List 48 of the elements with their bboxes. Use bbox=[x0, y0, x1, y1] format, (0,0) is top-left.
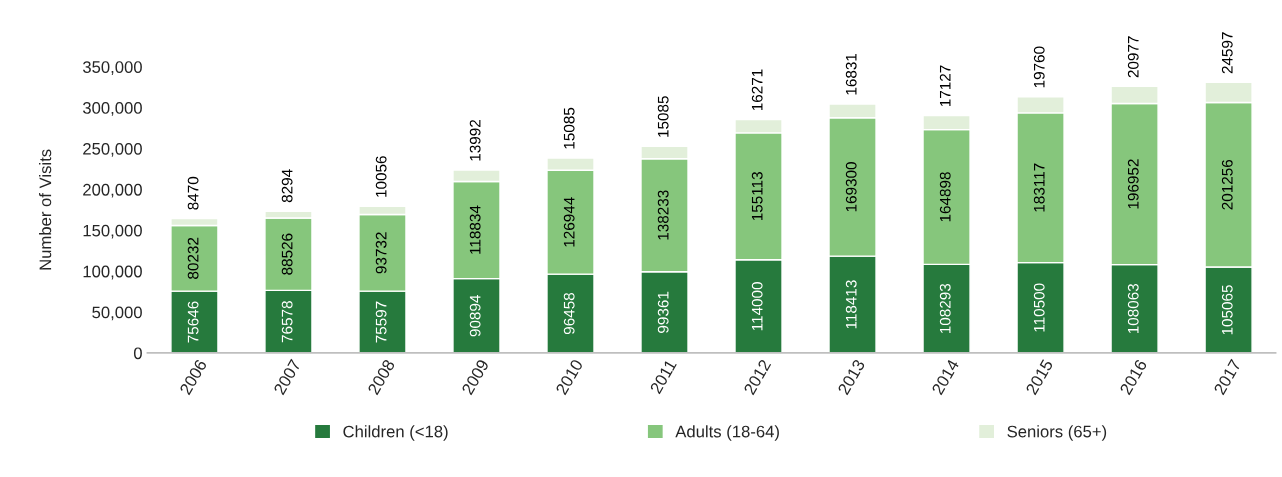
data-label: 24597 bbox=[1221, 32, 1233, 74]
data-label: 15085 bbox=[657, 96, 669, 137]
data-label: 118413 bbox=[845, 280, 857, 329]
data-label: 155113 bbox=[751, 172, 763, 221]
data-label: 8470 bbox=[187, 176, 199, 210]
data-label: 118834 bbox=[469, 205, 481, 254]
data-label: 114000 bbox=[751, 282, 763, 331]
data-label: 183117 bbox=[1033, 163, 1045, 212]
data-label: 8294 bbox=[281, 169, 293, 203]
y-tick-label: 100,000 bbox=[83, 265, 142, 280]
data-label: 196952 bbox=[1127, 159, 1139, 209]
y-axis-title: Number of Visits bbox=[39, 149, 52, 270]
data-label: 15085 bbox=[563, 107, 575, 149]
data-label: 20977 bbox=[1127, 36, 1139, 78]
y-tick-label: 0 bbox=[133, 347, 142, 360]
data-label: 169300 bbox=[845, 162, 857, 212]
data-label: 16271 bbox=[751, 69, 763, 111]
data-label: 108293 bbox=[939, 283, 951, 334]
data-label: 164898 bbox=[939, 172, 951, 222]
data-label: 126944 bbox=[563, 197, 575, 247]
data-label: 10056 bbox=[375, 156, 387, 197]
data-label: 105065 bbox=[1221, 285, 1233, 335]
legend-label: Children (<18) bbox=[343, 425, 448, 441]
legend-label: Seniors (65+) bbox=[1007, 425, 1107, 441]
data-label: 19760 bbox=[1033, 46, 1045, 88]
y-tick-label: 150,000 bbox=[83, 224, 142, 239]
data-label: 76578 bbox=[281, 301, 293, 343]
data-label: 99361 bbox=[657, 291, 669, 333]
y-tick-label: 250,000 bbox=[83, 142, 142, 157]
data-label: 201256 bbox=[1221, 159, 1233, 210]
data-label: 16831 bbox=[845, 53, 857, 95]
data-label: 17127 bbox=[939, 65, 951, 107]
data-label: 88526 bbox=[281, 233, 293, 275]
data-label: 13992 bbox=[469, 119, 481, 161]
data-label: 75597 bbox=[375, 301, 387, 343]
y-tick-label: 200,000 bbox=[83, 183, 142, 198]
data-label: 75646 bbox=[187, 301, 199, 343]
data-label: 93732 bbox=[375, 232, 387, 274]
data-label: 96458 bbox=[563, 292, 575, 335]
data-label: 138233 bbox=[657, 190, 669, 240]
data-label: 110500 bbox=[1033, 283, 1045, 332]
y-tick-label: 50,000 bbox=[92, 306, 142, 321]
legend-label: Adults (18-64) bbox=[675, 425, 779, 441]
y-tick-label: 350,000 bbox=[82, 61, 142, 75]
y-tick-label: 300,000 bbox=[82, 102, 142, 116]
data-label: 108063 bbox=[1127, 283, 1139, 334]
data-label: 90894 bbox=[469, 295, 481, 337]
data-label: 80232 bbox=[187, 237, 199, 279]
